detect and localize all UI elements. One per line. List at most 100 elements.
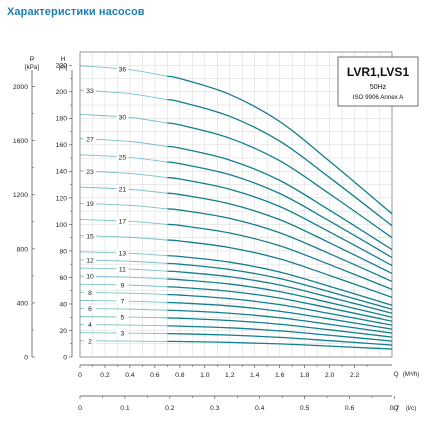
curve-label-25: 25	[119, 154, 127, 161]
curve-label-21: 21	[119, 186, 127, 193]
head-axis-tick-label: 140	[56, 169, 68, 176]
curve-label-bg	[83, 321, 96, 329]
pressure-axis-tick-label: 0	[24, 354, 28, 361]
curve-3-low-flow	[79, 332, 168, 335]
curve-label-6: 6	[88, 306, 92, 313]
standard-label: ISO 9906 Annex A	[353, 94, 404, 101]
curve-13	[167, 255, 393, 306]
flow-axis-m3h-label: Q	[393, 371, 398, 378]
curve-label-bg	[83, 87, 96, 95]
curve-17-low-flow	[79, 219, 168, 225]
curve-label-10: 10	[86, 274, 94, 281]
flow-axis-m3h-tick-label: 1.8	[300, 372, 310, 379]
curve-label-bg	[83, 305, 96, 313]
curve-label-bg	[116, 297, 129, 305]
head-axis-tick-label: 100	[56, 222, 68, 229]
flow-axis-ls-label: Q	[393, 405, 398, 412]
flow-axis-m3h-tick-label: 1.0	[200, 372, 210, 379]
model-legend-box: LVR1,LVS1 50Hz ISO 9906 Annex A	[337, 56, 419, 107]
curve-label-23: 23	[86, 169, 94, 176]
flow-axis-m3h-tick-label: 0.8	[175, 372, 185, 379]
model-legend-frame	[337, 56, 419, 107]
head-axis-tick-label: 180	[56, 116, 68, 123]
flow-axis-m3h-unit: (M³/h)	[403, 371, 420, 378]
curve-label-9: 9	[121, 282, 125, 289]
flow-axis-ls-tick-label: 0.5	[300, 405, 310, 412]
curve-label-12: 12	[86, 258, 94, 265]
curve-label-27: 27	[86, 137, 94, 144]
flow-axis-m3h-tick-label: 2.2	[350, 372, 360, 379]
flow-axis-ls-tick-label: 0.2	[165, 405, 175, 412]
head-axis-label: H	[61, 56, 66, 63]
curve-15	[167, 239, 393, 298]
flow-axis-m3h-tick-label: 1.6	[275, 372, 285, 379]
head-axis-tick-label: 160	[56, 142, 68, 149]
flow-axis-m3h-tick-label: 2.0	[325, 372, 335, 379]
curve-25-low-flow	[79, 154, 168, 163]
curve-label-bg	[116, 113, 129, 121]
curve-5	[167, 317, 393, 338]
flow-axis-m3h: Q (M³/h) 0 0.2 0.4 0.6 0.8 1.0 1.2 1.4 1.6 1.8 2.0…	[78, 364, 420, 379]
head-axis-tick-label: 200	[56, 89, 68, 96]
curve-3	[167, 332, 393, 346]
flow-axis-ls-tick-label: 0	[78, 405, 82, 412]
pressure-axis-tick-label: 1600	[13, 138, 28, 145]
curve-label-bg	[83, 272, 96, 280]
curve-label-bg	[83, 337, 96, 345]
curve-23	[167, 177, 393, 267]
pressure-axis-unit: [kPa]	[25, 64, 39, 71]
pressure-axis-tick-label: 2000	[13, 84, 28, 91]
head-axis: H [m] 0 20 40 60 80 100 120 140 160 180 200 220	[56, 56, 73, 361]
curve-label-bg	[116, 265, 129, 273]
curve-label-36: 36	[119, 66, 127, 73]
head-axis-tick-label: 60	[59, 275, 67, 282]
curve-30-low-flow	[79, 113, 168, 124]
curve-label-bg	[116, 185, 129, 193]
frequency-label: 50Hz	[370, 84, 387, 91]
curve-21	[167, 192, 393, 275]
curve-label-8: 8	[88, 290, 92, 297]
curve-7-low-flow	[79, 299, 168, 303]
flow-axis-m3h-tick-label: 1.2	[225, 372, 235, 379]
model-title: LVR1,LVS1	[347, 65, 410, 79]
head-axis-tick-label: 0	[63, 354, 67, 361]
curve-label-bg	[83, 288, 96, 296]
plot-border	[79, 51, 393, 358]
pressure-axis-tick-label: 1200	[13, 192, 28, 199]
curve-label-bg	[116, 281, 129, 289]
flow-axis-ls-tick-label: 0.4	[255, 405, 265, 412]
curve-label-19: 19	[86, 201, 94, 208]
curve-label-15: 15	[86, 233, 94, 240]
pressure-axis-tick-label: 800	[17, 246, 29, 253]
curve-11	[167, 270, 393, 314]
flow-axis-ls-tick-label: 0.7	[390, 405, 400, 412]
curve-9	[167, 286, 393, 322]
page-title: Характеристики насосов	[7, 6, 145, 18]
pressure-axis-tick-label: 400	[17, 300, 29, 307]
curve-label-bg	[83, 232, 96, 240]
curve-label-bg	[116, 217, 129, 225]
curve-30	[167, 122, 393, 239]
curve-4	[167, 325, 393, 342]
curve-2	[167, 340, 393, 350]
curve-label-33: 33	[86, 88, 94, 95]
curve-label-5: 5	[121, 314, 125, 321]
curve-33	[167, 99, 393, 227]
curve-label-13: 13	[119, 250, 127, 257]
curve-12	[167, 262, 393, 310]
curve-label-bg	[83, 200, 96, 208]
curve-36-low-flow	[79, 65, 168, 77]
curve-label-bg	[116, 313, 129, 321]
curve-label-4: 4	[88, 322, 92, 329]
flow-axis-ls-tick-label: 0.1	[120, 405, 130, 412]
curve-13-low-flow	[79, 251, 168, 257]
head-axis-tick-label: 80	[59, 248, 67, 255]
curve-36	[167, 75, 393, 215]
curve-label-bg	[83, 256, 96, 264]
curve-label-30: 30	[119, 114, 127, 121]
curve-17	[167, 223, 393, 290]
head-axis-tick-label: 20	[59, 328, 67, 335]
head-axis-tick-label: 220	[56, 63, 68, 70]
